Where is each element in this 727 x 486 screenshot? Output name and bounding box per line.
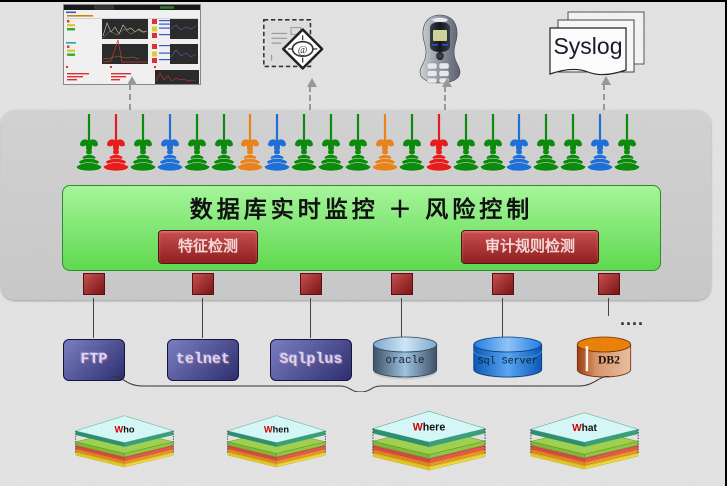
svg-text:When: When [264,425,290,435]
svg-text:Sql Server: Sql Server [478,356,538,368]
svg-text:What: What [572,423,597,434]
svg-text:Who: Who [114,425,134,435]
svg-text:oracle: oracle [386,355,425,367]
svg-text:Where: Where [413,422,446,434]
svg-text:DB2: DB2 [598,354,620,367]
